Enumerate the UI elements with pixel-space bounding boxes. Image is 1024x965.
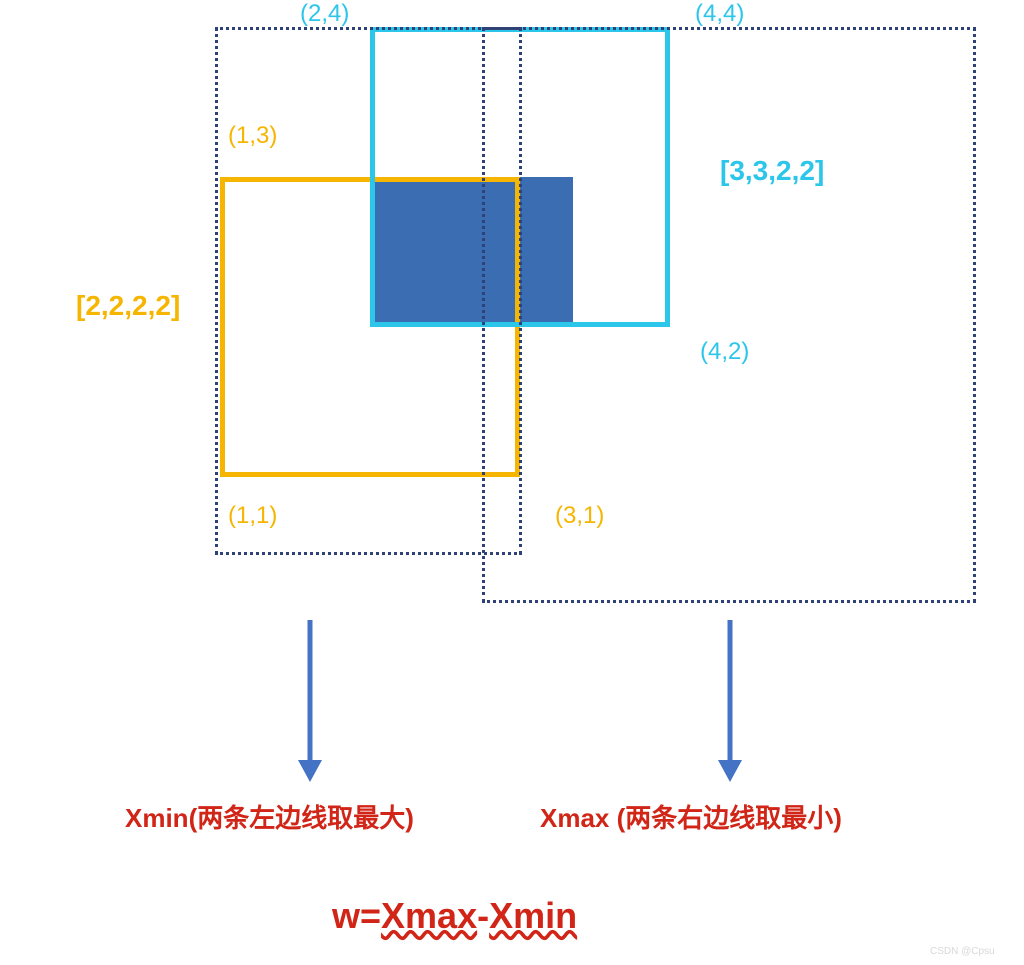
coord-3-1: (3,1) — [555, 502, 604, 530]
watermark: CSDN @Cpsu — [930, 946, 995, 957]
formula-xmax: Xmax — [381, 895, 477, 936]
formula-xmin: Xmin — [489, 895, 577, 936]
arrow-right — [718, 620, 742, 782]
coord-4-4: (4,4) — [695, 0, 744, 28]
coord-4-2: (4,2) — [700, 338, 749, 366]
coord-1-3: (1,3) — [228, 122, 277, 150]
coord-1-1: (1,1) — [228, 502, 277, 530]
arrow-left — [298, 620, 322, 782]
orange-bbox-label: [2,2,2,2] — [76, 290, 180, 322]
dotted-left-box — [215, 27, 522, 555]
cyan-bbox-label: [3,3,2,2] — [720, 155, 824, 187]
diagram-canvas: (2,4) (4,4) (4,2) (1,3) (1,1) (3,1) [2,2… — [0, 0, 1024, 965]
formula: w=Xmax-Xmin — [332, 895, 577, 937]
xmin-caption: Xmin(两条左边线取最大) — [125, 798, 414, 835]
xmax-caption: Xmax (两条右边线取最小) — [540, 798, 842, 835]
formula-minus: - — [477, 895, 489, 936]
formula-w: w= — [332, 895, 381, 936]
coord-2-4: (2,4) — [300, 0, 349, 28]
